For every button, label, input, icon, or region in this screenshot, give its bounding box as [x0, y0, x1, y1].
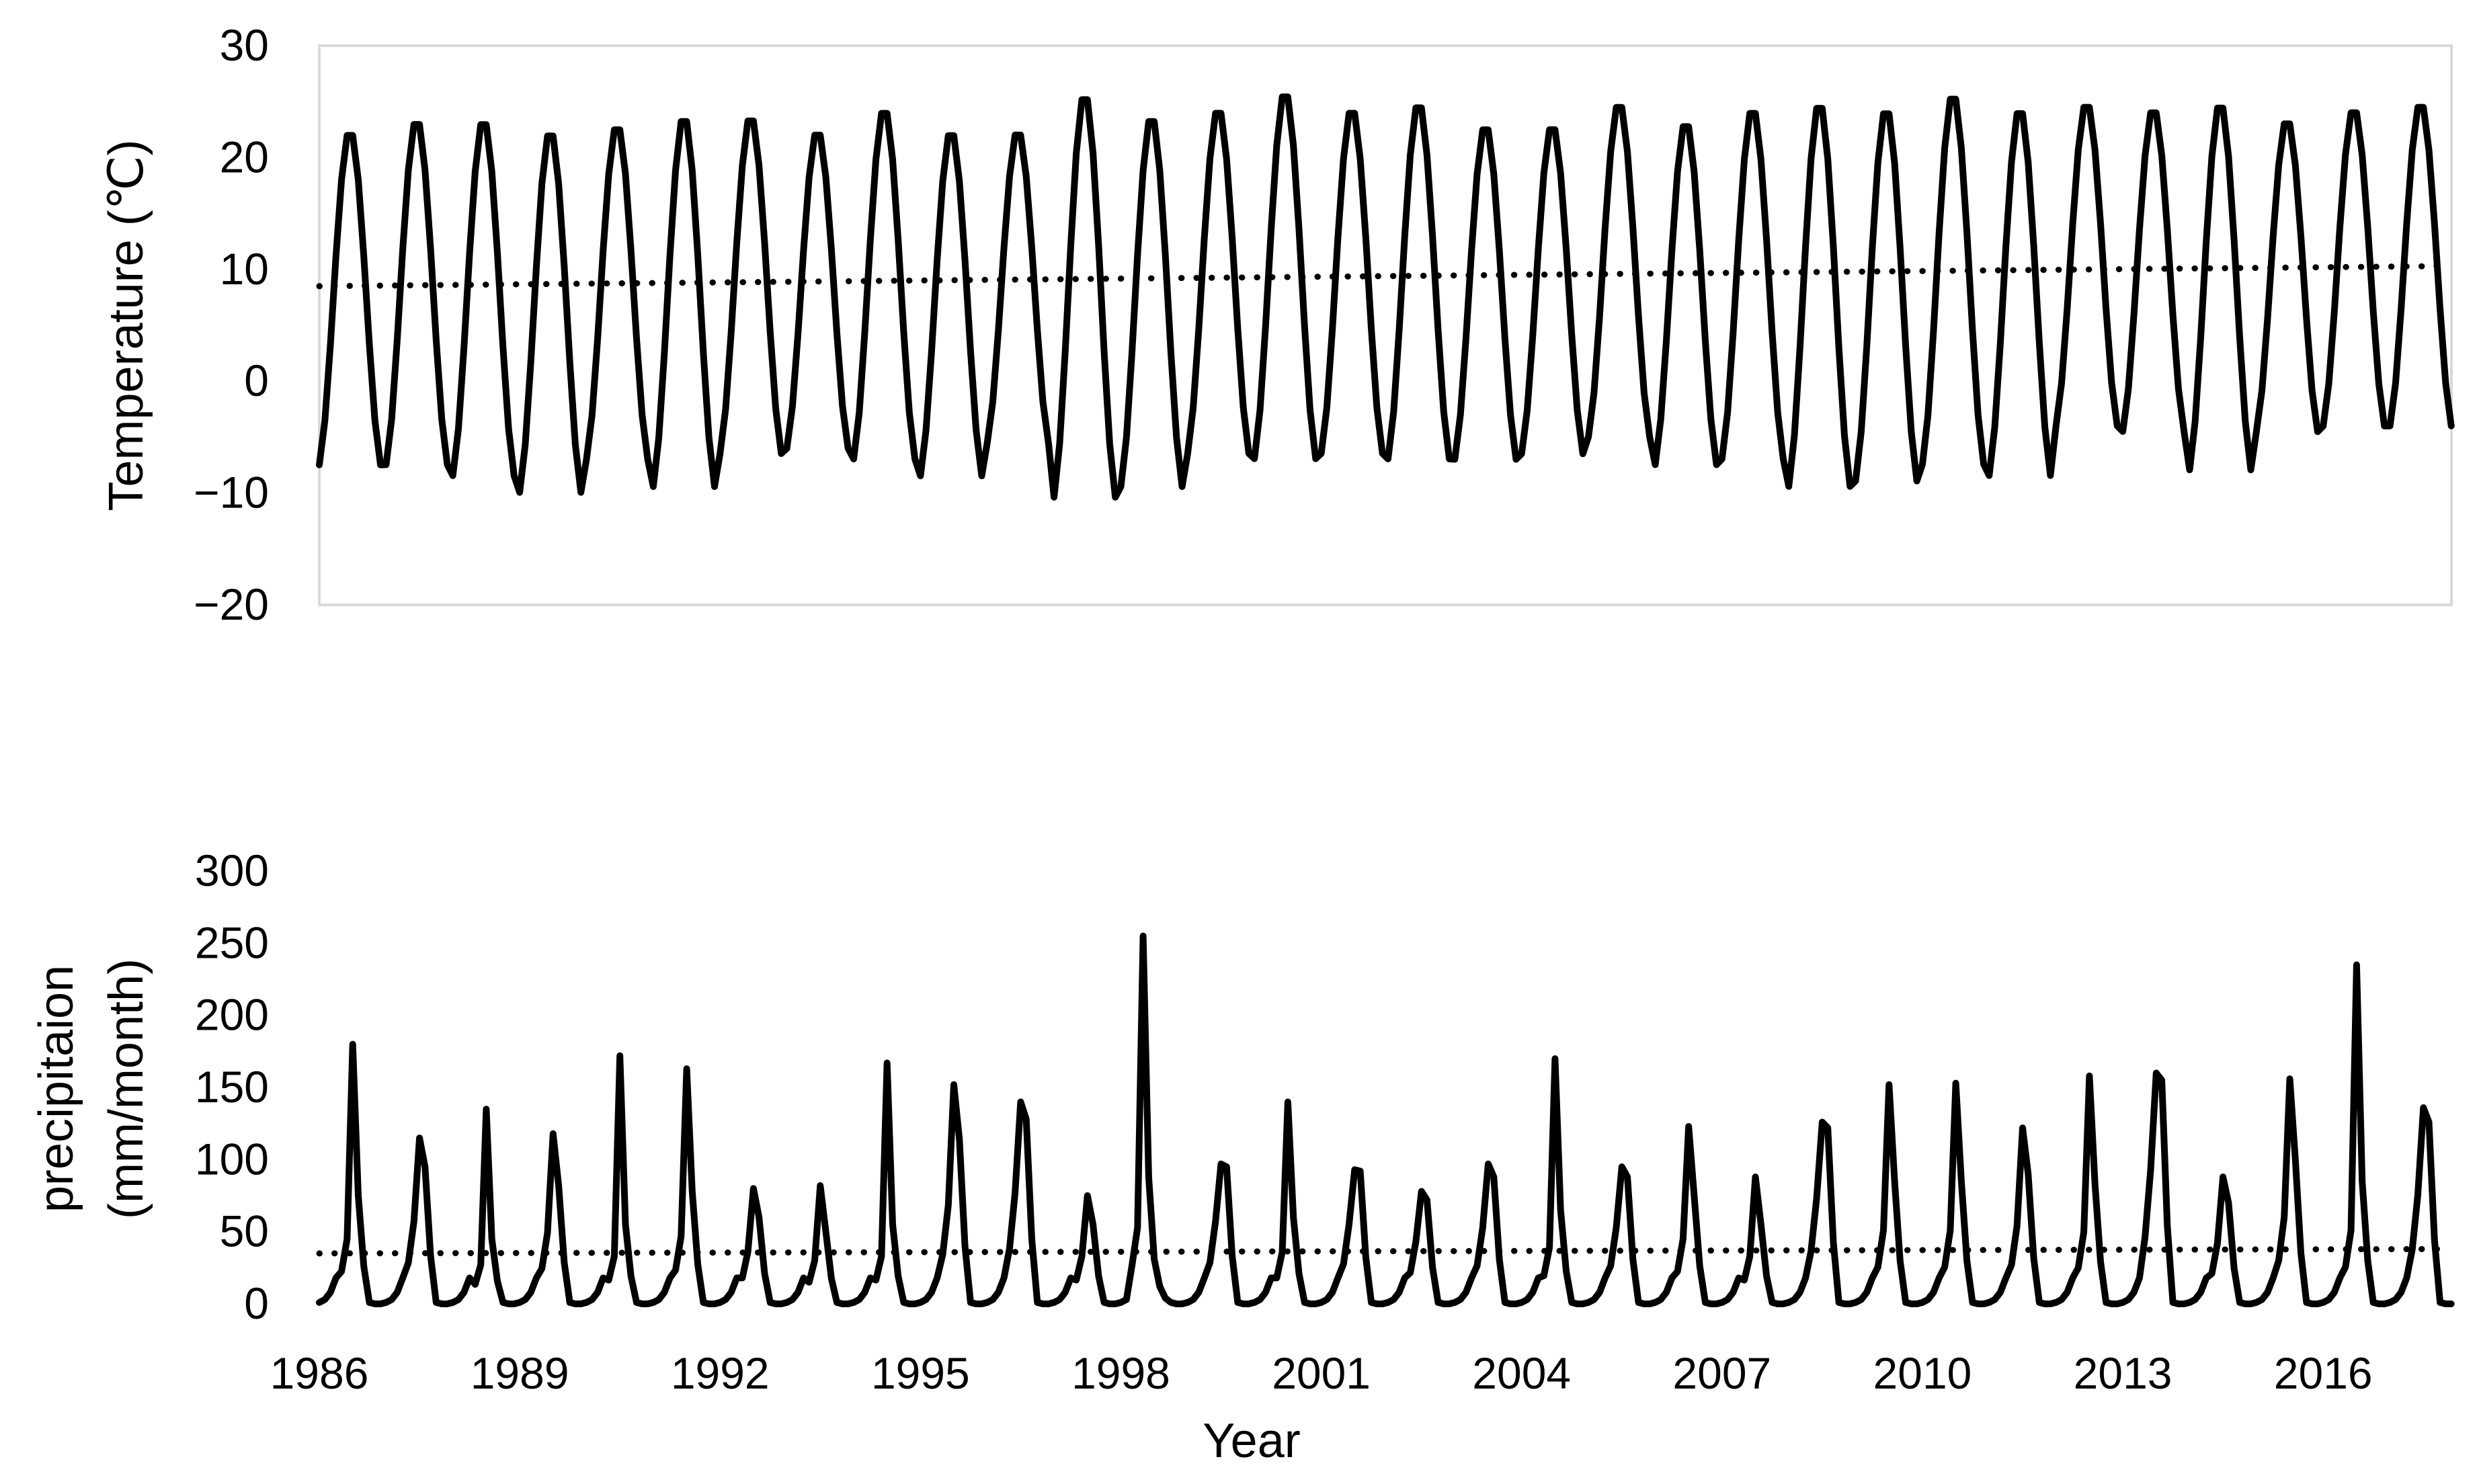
- precipitation-y-axis-title-line2: (mm/month): [99, 958, 153, 1219]
- temperature-series-line: [316, 93, 2455, 501]
- temperature-y-tick-label: −20: [194, 579, 269, 629]
- temperature-y-tick-label: −10: [194, 468, 269, 518]
- x-tick-label: 1995: [871, 1348, 970, 1398]
- x-tick-label: 1989: [471, 1348, 569, 1398]
- precipitation-y-tick-label: 250: [195, 917, 269, 967]
- temperature-y-ticks: 30 20 10 0 −10 −20: [194, 20, 269, 629]
- precipitation-trend-line: [316, 1245, 2455, 1257]
- x-axis-title: Year: [1203, 1414, 1300, 1468]
- x-tick-label: 2010: [1873, 1348, 1972, 1398]
- x-tick-label: 1998: [1071, 1348, 1170, 1398]
- precipitation-series-line: [316, 932, 2455, 1307]
- x-tick-label: 2007: [1672, 1348, 1771, 1398]
- temperature-plot-area: [318, 44, 2453, 606]
- precipitation-y-tick-label: 100: [195, 1134, 269, 1184]
- temperature-y-tick-label: 30: [220, 20, 269, 70]
- x-tick-label: 2016: [2274, 1348, 2373, 1398]
- temperature-trend-line: [316, 263, 2455, 290]
- precipitation-y-axis-title-line1: precipitaion: [30, 965, 83, 1212]
- precipitation-y-tick-label: 150: [195, 1062, 269, 1112]
- precipitation-y-tick-label: 0: [244, 1278, 269, 1328]
- precipitation-y-ticks: 300 250 200 150 100 50 0: [195, 846, 269, 1328]
- x-tick-label: 1986: [270, 1348, 369, 1398]
- x-tick-label: 2004: [1472, 1348, 1571, 1398]
- precipitation-chart: 300 250 200 150 100 50 0 1986 1989 1992 1995 1998 2…: [30, 846, 2455, 1468]
- precipitation-y-tick-label: 200: [195, 990, 269, 1040]
- x-tick-label: 2013: [2074, 1348, 2172, 1398]
- precipitation-x-ticks: 1986 1989 1992 1995 1998 2001 2004 2007 2010 2013…: [270, 1348, 2373, 1398]
- x-tick-label: 1992: [671, 1348, 770, 1398]
- temperature-y-tick-label: 20: [220, 132, 269, 181]
- temperature-y-tick-label: 0: [244, 356, 269, 405]
- temperature-y-tick-label: 10: [220, 244, 269, 294]
- x-tick-label: 2001: [1272, 1348, 1371, 1398]
- temperature-chart: 30 20 10 0 −10 −20 Temperature (℃): [99, 20, 2455, 629]
- precipitation-y-tick-label: 50: [220, 1206, 269, 1256]
- precipitation-y-tick-label: 300: [195, 846, 269, 895]
- temperature-y-axis-title: Temperature (℃): [99, 139, 153, 511]
